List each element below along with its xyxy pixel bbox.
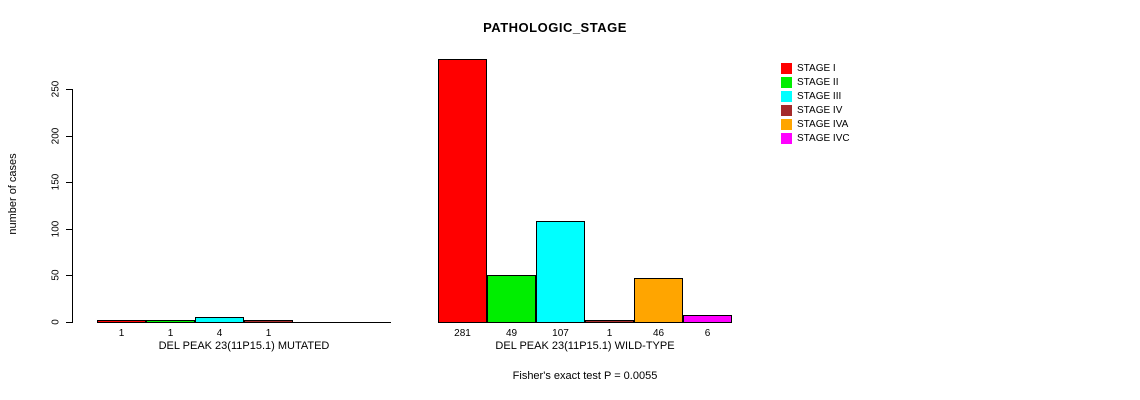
bar-count-label: 1 — [265, 328, 272, 339]
bar-stage-iv-wild-type — [585, 320, 634, 323]
y-tick-label: 150 — [50, 173, 62, 191]
fisher-test-footnote: Fisher's exact test P = 0.0055 — [512, 370, 658, 382]
bar-count-label: 1 — [118, 328, 125, 339]
legend-entry: STAGE IVA — [781, 118, 850, 131]
y-axis-line — [72, 89, 73, 323]
y-tick-label: 250 — [50, 80, 62, 98]
bar-stage-iii-wild-type — [536, 221, 585, 323]
legend-entry: STAGE I — [781, 62, 850, 75]
legend-entry: STAGE IV — [781, 104, 850, 117]
bar-count-label: 107 — [552, 328, 569, 339]
bar-stage-iv-mutated — [244, 320, 293, 323]
bar-stage-i-mutated — [97, 320, 146, 323]
bar-stage-ii-wild-type — [487, 275, 536, 323]
bar-count-label: 49 — [505, 328, 518, 339]
legend-swatch-stage-iv — [781, 105, 792, 116]
legend-label: STAGE IVA — [797, 119, 849, 130]
bar-count-label: 46 — [652, 328, 665, 339]
y-tick — [66, 228, 73, 230]
bar-stage-i-wild-type — [438, 59, 487, 323]
legend-label: STAGE II — [797, 77, 839, 88]
y-tick — [66, 89, 73, 90]
y-tick-label: 200 — [50, 127, 62, 144]
y-tick — [66, 275, 73, 277]
y-axis-title: number of cases — [7, 153, 19, 235]
bar-stage-iii-mutated — [195, 317, 244, 323]
legend-swatch-stage-ii — [781, 77, 792, 88]
y-tick-label: 100 — [50, 220, 62, 238]
legend-label: STAGE I — [797, 63, 836, 74]
y-tick — [66, 182, 73, 184]
bar-count-label: 6 — [704, 328, 711, 339]
bar-count-label: 1 — [167, 328, 174, 339]
legend: STAGE I STAGE II STAGE III STAGE IV STAGE IV… — [781, 62, 850, 146]
group-label-wild-type: DEL PEAK 23(11P15.1) WILD-TYPE — [495, 340, 675, 352]
bar-stage-ivc-wild-type — [683, 315, 732, 323]
y-tick-label: 0 — [50, 319, 62, 325]
bar-count-label: 4 — [216, 328, 223, 339]
legend-swatch-stage-iva — [781, 119, 792, 130]
bar-stage-ii-mutated — [146, 320, 195, 323]
y-tick-label: 50 — [50, 269, 62, 281]
legend-entry: STAGE III — [781, 90, 850, 103]
legend-entry: STAGE IVC — [781, 132, 850, 145]
chart-title: PATHOLOGIC_STAGE — [483, 20, 627, 35]
bar-count-label: 1 — [606, 328, 613, 339]
legend-swatch-stage-i — [781, 63, 792, 74]
legend-label: STAGE III — [797, 91, 842, 102]
legend-entry: STAGE II — [781, 76, 850, 89]
group-label-mutated: DEL PEAK 23(11P15.1) MUTATED — [158, 340, 330, 352]
legend-swatch-stage-iii — [781, 91, 792, 102]
bar-stage-iva-wild-type — [634, 278, 683, 323]
legend-label: STAGE IV — [797, 105, 843, 116]
legend-label: STAGE IVC — [797, 133, 850, 144]
y-tick — [66, 135, 73, 137]
legend-swatch-stage-ivc — [781, 133, 792, 144]
bar-count-label: 281 — [454, 328, 471, 339]
y-tick — [66, 322, 73, 323]
